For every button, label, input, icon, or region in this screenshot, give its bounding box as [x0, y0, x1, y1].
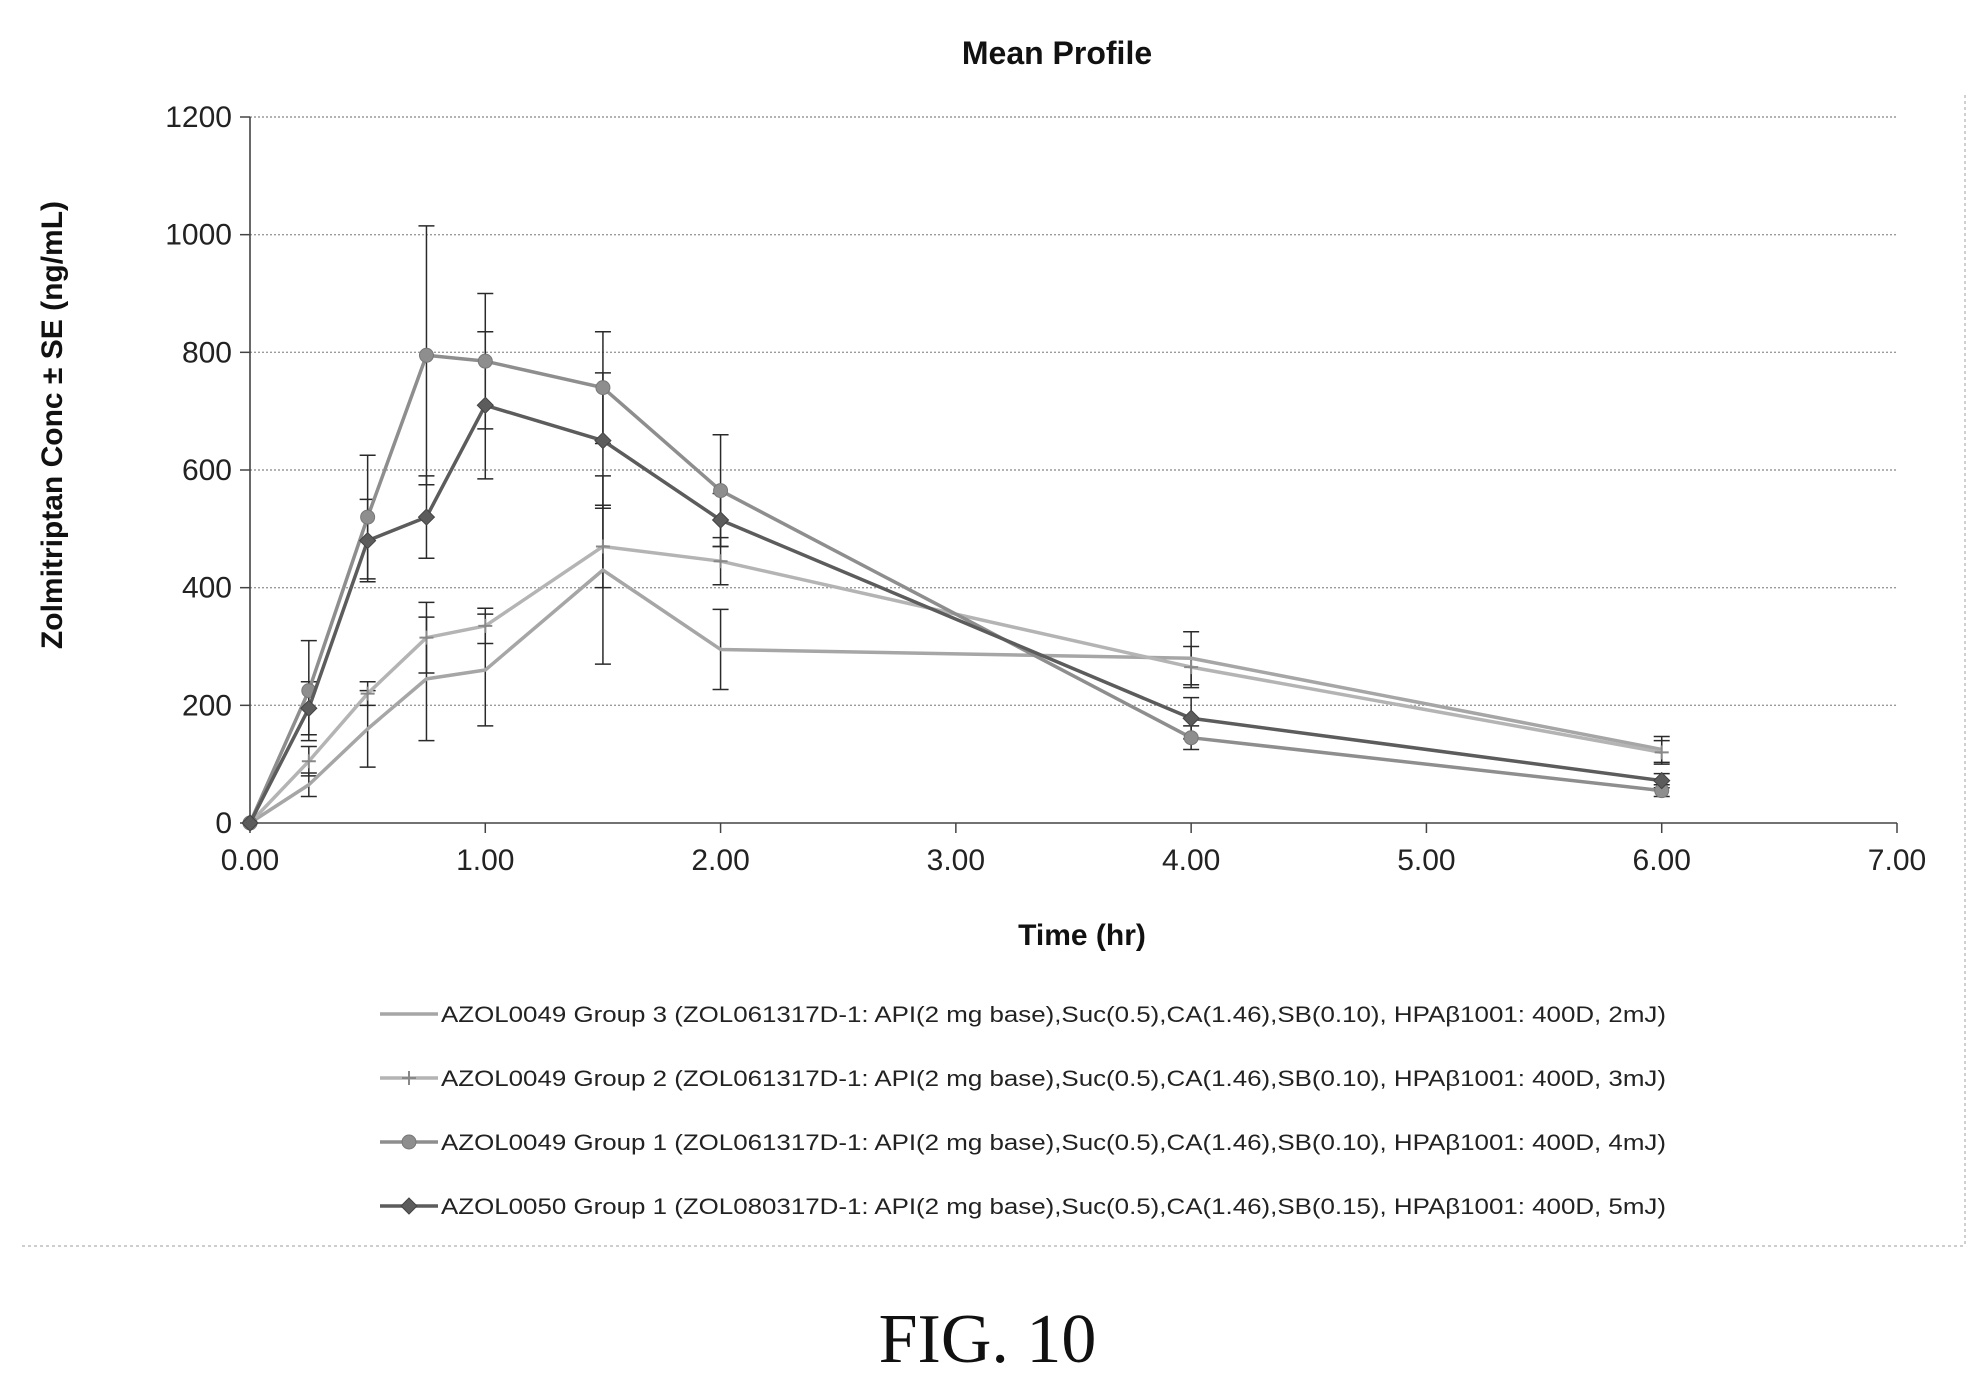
- data-point-4: [1182, 709, 1200, 727]
- data-point-2: [595, 539, 610, 554]
- data-point-2: [478, 618, 493, 633]
- x-tick-label: 1.00: [456, 844, 514, 877]
- figure-label: FIG. 10: [878, 1301, 1097, 1378]
- x-tick-label: 2.00: [691, 844, 749, 877]
- data-point-3: [713, 483, 729, 499]
- legend-label: AZOL0049 Group 3 (ZOL061317D-1: API(2 mg…: [441, 1002, 1666, 1027]
- data-point-4: [711, 511, 730, 529]
- y-tick-label: 1000: [165, 219, 232, 252]
- data-point-4: [300, 699, 318, 717]
- data-point-3: [477, 353, 493, 369]
- y-tick-label: 800: [182, 336, 232, 369]
- x-tick-label: 4.00: [1162, 844, 1220, 877]
- gridlines: [250, 116, 1897, 707]
- data-point-4: [1653, 771, 1671, 790]
- data-point-2: [360, 686, 375, 701]
- legend-label: AZOL0049 Group 2 (ZOL061317D-1: API(2 mg…: [441, 1066, 1666, 1091]
- y-tick-label: 1200: [165, 101, 232, 134]
- series-lines: [241, 347, 1671, 832]
- data-point-3: [418, 347, 434, 363]
- legend-swatch-marker: [400, 1197, 418, 1215]
- chart-title: Mean Profile: [962, 35, 1152, 71]
- x-tick-label: 0.00: [221, 844, 279, 877]
- y-tick-labels: 0 200 400 600 800 1000 1200: [165, 101, 232, 840]
- x-tick-label: 6.00: [1633, 844, 1691, 877]
- data-point-2: [1184, 660, 1199, 675]
- legend-label: AZOL0050 Group 1 (ZOL080317D-1: API(2 mg…: [441, 1194, 1666, 1219]
- data-point-2: [1654, 745, 1669, 760]
- data-point-4: [417, 508, 436, 526]
- y-tick-label: 400: [182, 572, 232, 605]
- x-tick-label: 7.00: [1868, 844, 1926, 877]
- y-axis-title: Zolmitriptan Conc ± SE (ng/mL): [36, 201, 69, 649]
- data-point-3: [595, 380, 611, 396]
- x-axis-title: Time (hr): [1018, 919, 1146, 952]
- legend-swatch-marker: [402, 1071, 416, 1085]
- data-point-4: [476, 396, 494, 414]
- data-point-2: [419, 630, 434, 645]
- y-tick-label: 600: [182, 454, 232, 487]
- data-point-4: [358, 531, 377, 550]
- data-point-3: [360, 509, 376, 525]
- data-point-2: [301, 754, 316, 769]
- y-tick-label: 0: [215, 807, 232, 840]
- legend-swatch-marker: [401, 1134, 417, 1150]
- x-tick-label: 3.00: [927, 844, 985, 877]
- x-tick-label: 5.00: [1397, 844, 1455, 877]
- legend: AZOL0049 Group 3 (ZOL061317D-1: API(2 mg…: [380, 1002, 1666, 1219]
- data-point-3: [1183, 730, 1199, 746]
- x-tick-labels: 0.00 1.00 2.00 3.00 4.00 5.00 6.00 7.00: [221, 844, 1926, 877]
- data-point-2: [713, 554, 728, 569]
- legend-label: AZOL0049 Group 1 (ZOL061317D-1: API(2 mg…: [441, 1130, 1666, 1155]
- y-tick-label: 200: [182, 689, 232, 722]
- series-line-1: [249, 568, 1663, 825]
- data-point-4: [594, 431, 612, 450]
- data-point-4: [241, 814, 259, 832]
